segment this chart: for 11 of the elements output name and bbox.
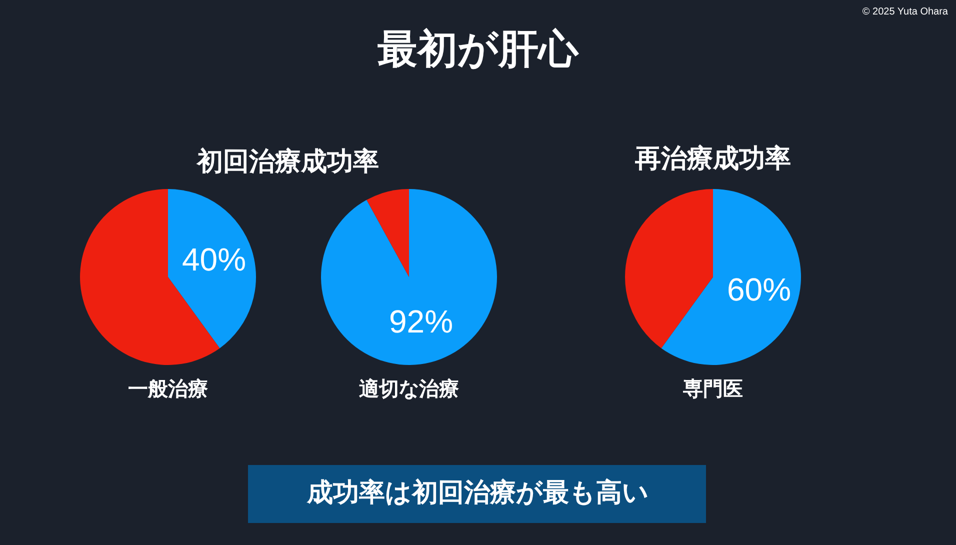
data-label: 40% [182,241,246,278]
text: © 2025 Yuta Ohara [862,6,948,18]
data-label: 92% [389,303,454,340]
text: 専門医 [682,377,743,400]
text: 一般治療 [128,377,208,400]
data-label: 60% [727,271,792,308]
text: 適切な治療 [359,377,459,400]
chart-subtitle: 初回治療成功率 [196,146,379,176]
chart-title: 最初が肝心 [378,28,580,72]
text: 成功率は初回治療が最も高い [306,476,649,507]
chart-title: 再治療成功率 [634,142,791,173]
